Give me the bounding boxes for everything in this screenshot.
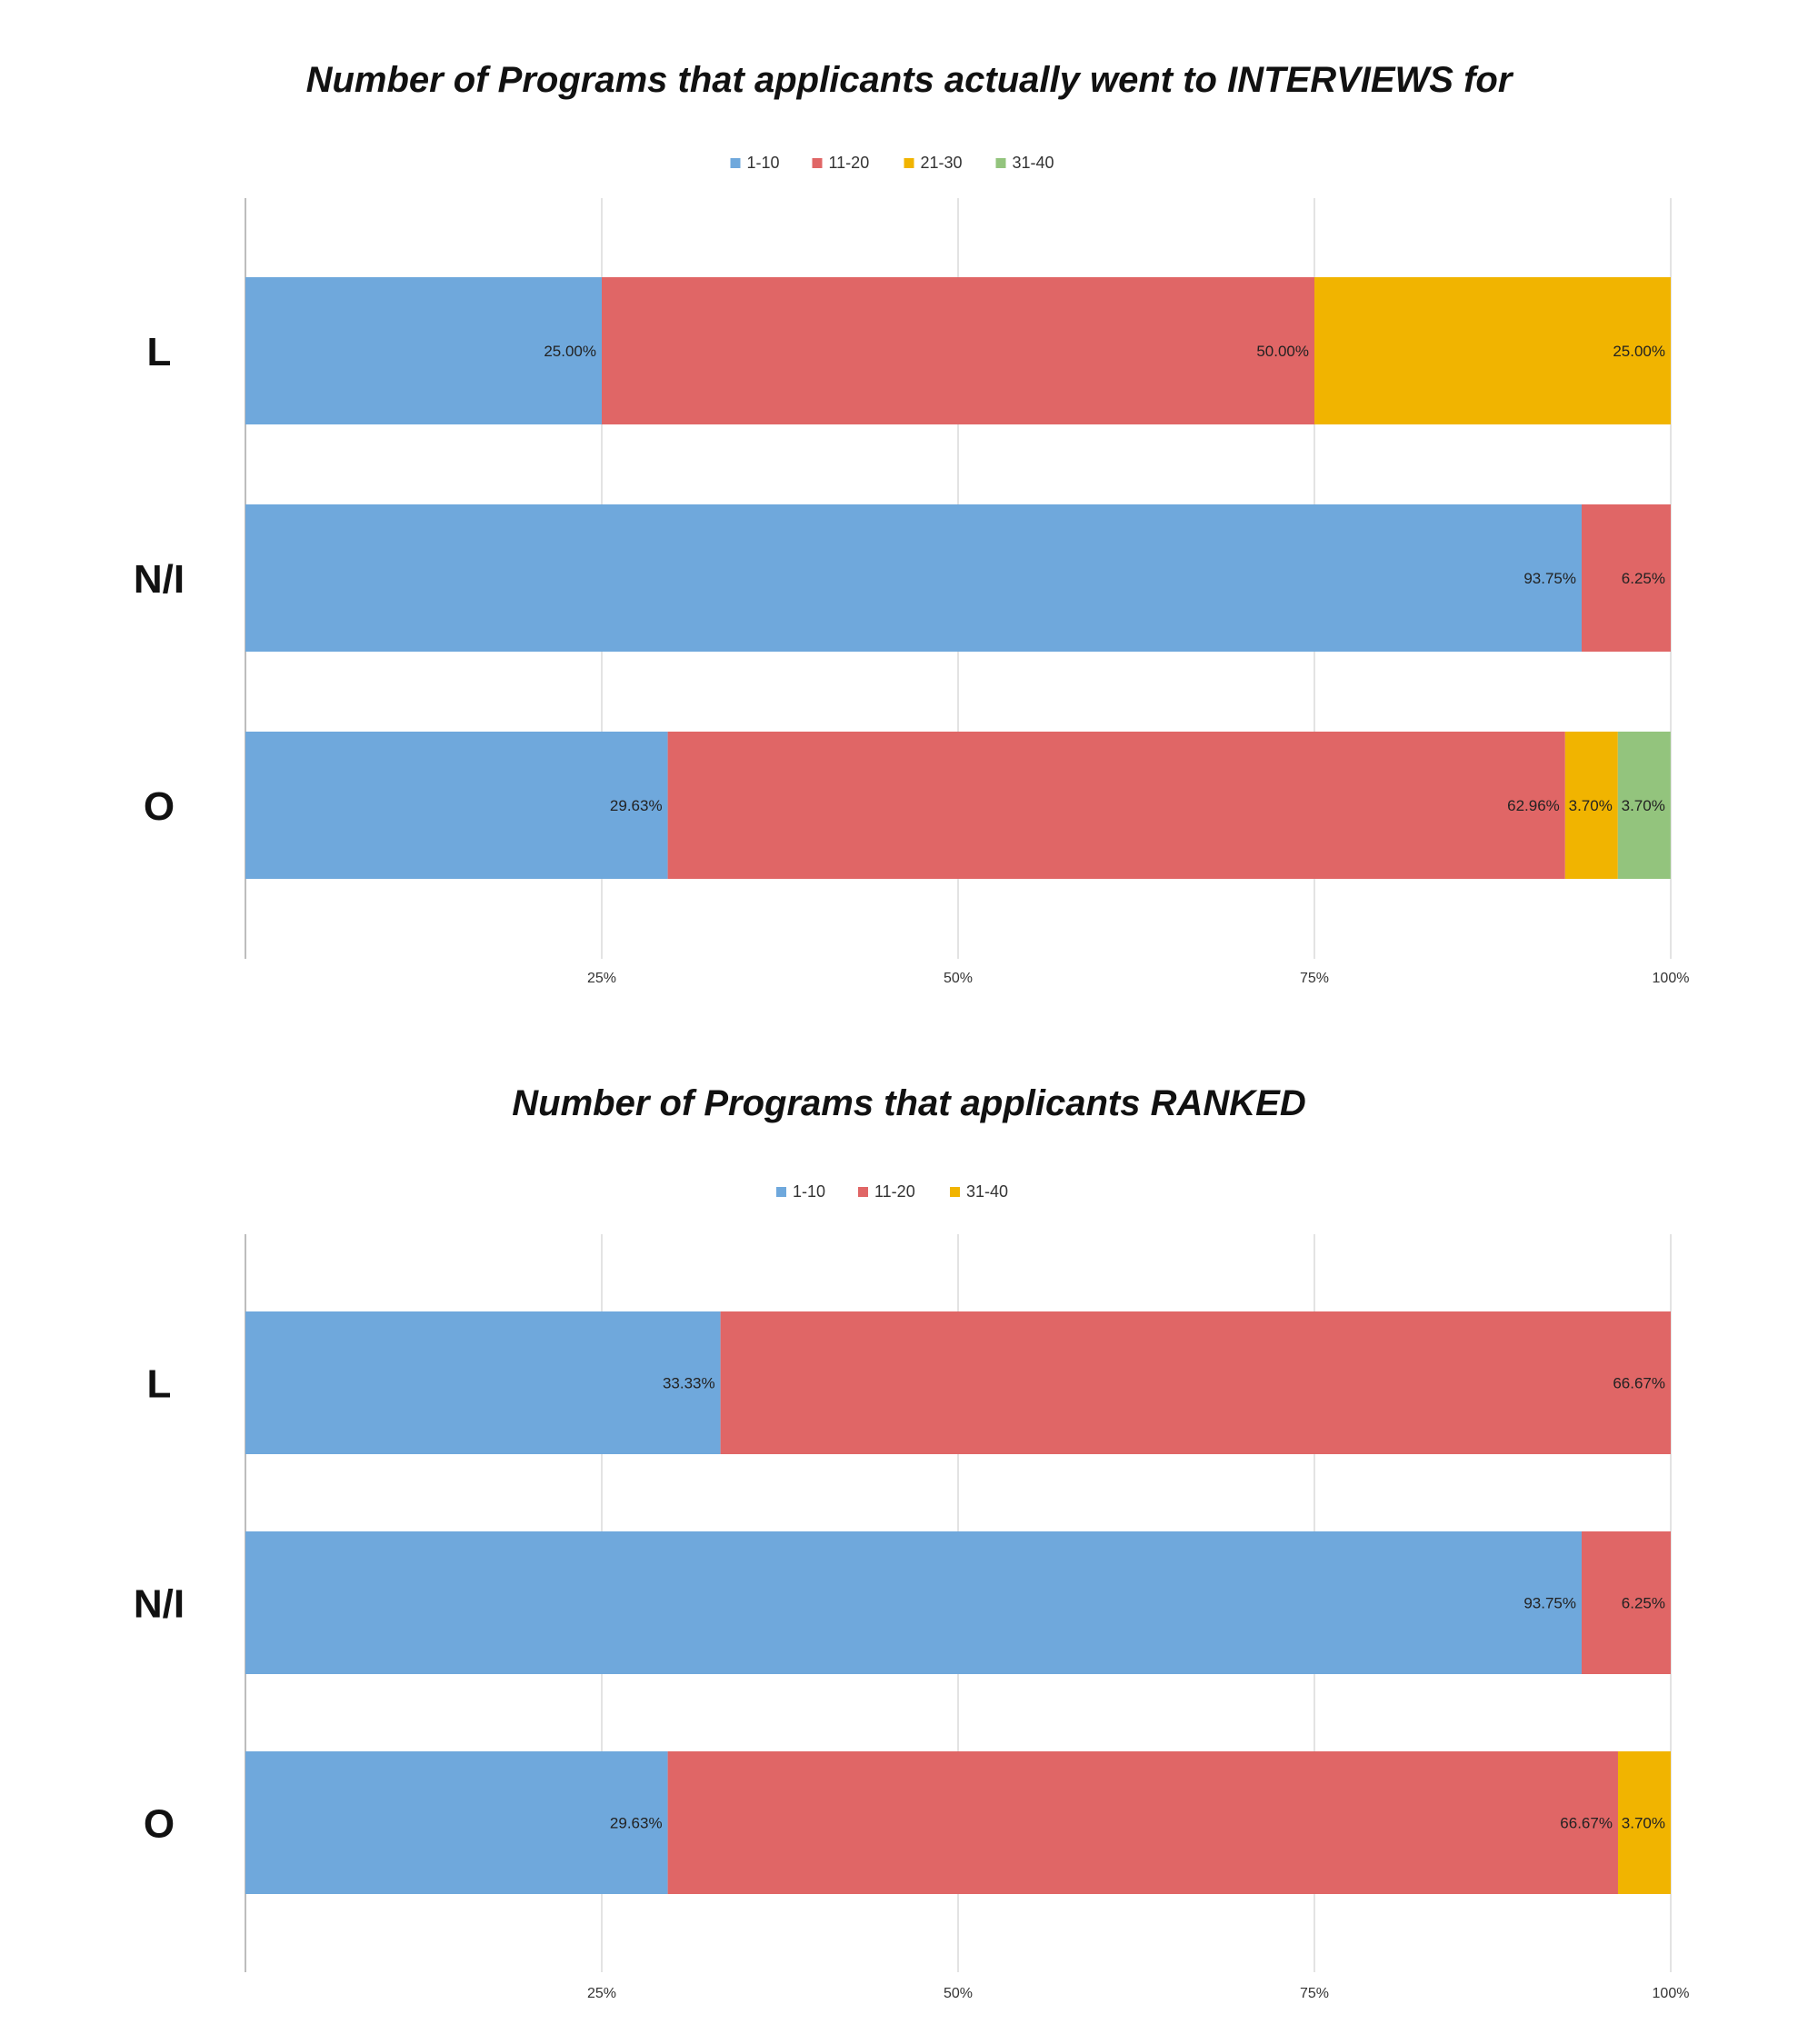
chart2-bar-O-31-40: [1617, 1751, 1671, 1894]
chart1-data-label: 62.96%: [1507, 797, 1560, 814]
chart1-bar-L-1-10: [245, 277, 602, 424]
chart1-bar-L-21-30: [1314, 277, 1671, 424]
chart2-legend-swatch: [776, 1187, 786, 1197]
chart1-legend-label: 11-20: [829, 154, 870, 172]
chart1-title: Number of Programs that applicants actua…: [305, 60, 1513, 100]
chart1-data-label: 25.00%: [1613, 343, 1665, 360]
chart2-title: Number of Programs that applicants RANKE…: [512, 1083, 1306, 1123]
chart1-bar-N/I-11-20: [1582, 504, 1671, 652]
chart1-legend-item-0: 1-10: [730, 154, 780, 172]
chart1-x-tick-label: 25%: [587, 971, 616, 986]
chart1-data-label: 3.70%: [1569, 797, 1613, 814]
chart2-plot: 1-10 11-20 31-40 25% 50% 75% 100% L 33.33% 66.67%…: [134, 1182, 1690, 2001]
chart2-bar-N/I-11-20: [1582, 1531, 1671, 1674]
chart2-x-tick-label: 75%: [1300, 1986, 1329, 2001]
chart1-category-label: O: [144, 784, 175, 829]
chart2-legend-item-1: 11-20: [858, 1182, 915, 1201]
chart2-data-label: 93.75%: [1523, 1595, 1576, 1612]
chart2-x-tick-label: 100%: [1653, 1986, 1690, 2001]
chart1-category-label: N/I: [134, 557, 185, 602]
chart1-legend-label: 21-30: [921, 154, 963, 172]
chart1-legend-item-3: 31-40: [995, 154, 1054, 172]
chart1-x-tick-label: 75%: [1300, 971, 1329, 986]
chart1-legend-swatch: [995, 158, 1006, 168]
chart1-legend-label: 31-40: [1013, 154, 1054, 172]
chart2-bar-O-11-20: [667, 1751, 1618, 1894]
chart2-data-label: 33.33%: [663, 1375, 715, 1392]
chart2-legend-item-2: 31-40: [950, 1182, 1008, 1201]
chart1-bar-O-1-10: [245, 732, 668, 879]
chart1-legend-swatch: [730, 158, 741, 168]
chart2-data-label: 29.63%: [610, 1815, 663, 1832]
chart1-data-label: 3.70%: [1622, 797, 1665, 814]
chart2-bar-N/I-1-10: [245, 1531, 1582, 1674]
chart2-legend-label: 11-20: [874, 1182, 915, 1201]
chart2-data-label: 6.25%: [1622, 1595, 1665, 1612]
chart2-x-tick-label: 25%: [587, 1986, 616, 2001]
chart1-data-label: 50.00%: [1256, 343, 1309, 360]
chart1-data-label: 29.63%: [610, 797, 663, 814]
chart2-category-label: O: [144, 1802, 175, 1847]
chart2-data-label: 3.70%: [1622, 1815, 1665, 1832]
chart1-category-label: L: [147, 330, 172, 374]
chart1-bar-O-11-20: [667, 732, 1565, 879]
chart1-data-label: 25.00%: [544, 343, 596, 360]
chart2-category-label: N/I: [134, 1582, 185, 1627]
chart2-legend-label: 1-10: [793, 1182, 825, 1201]
chart2-legend-swatch: [950, 1187, 960, 1197]
chart2-category-label: L: [147, 1362, 172, 1407]
chart2-data-label: 66.67%: [1613, 1375, 1665, 1392]
chart2-bar-L-11-20: [720, 1311, 1671, 1454]
chart1-x-tick-label: 50%: [944, 971, 973, 986]
chart1-x-tick-label: 100%: [1653, 971, 1690, 986]
chart1-data-label: 6.25%: [1622, 570, 1665, 587]
chart1-plot: 1-10 11-20 21-30 31-40 25% 50% 75% 100% L 25.00% 5…: [134, 154, 1690, 986]
chart1-bar-O-21-30: [1564, 732, 1618, 879]
chart1-legend-item-1: 11-20: [812, 154, 870, 172]
chart2-legend-swatch: [858, 1187, 868, 1197]
chart2-bar-O-1-10: [245, 1751, 668, 1894]
chart1-legend-item-2: 21-30: [904, 154, 963, 172]
chart1-legend-swatch: [904, 158, 914, 168]
chart1-bar-N/I-1-10: [245, 504, 1582, 652]
chart1-data-label: 93.75%: [1523, 570, 1576, 587]
chart2-legend-label: 31-40: [966, 1182, 1008, 1201]
chart2-data-label: 66.67%: [1560, 1815, 1613, 1832]
chart1-bar-L-11-20: [602, 277, 1314, 424]
chart2-x-tick-label: 50%: [944, 1986, 973, 2001]
chart2-legend-item-0: 1-10: [776, 1182, 825, 1201]
chart1-bar-O-31-40: [1617, 732, 1671, 879]
chart1-legend-label: 1-10: [747, 154, 780, 172]
chart2-bar-L-1-10: [245, 1311, 721, 1454]
chart1-legend-swatch: [812, 158, 823, 168]
